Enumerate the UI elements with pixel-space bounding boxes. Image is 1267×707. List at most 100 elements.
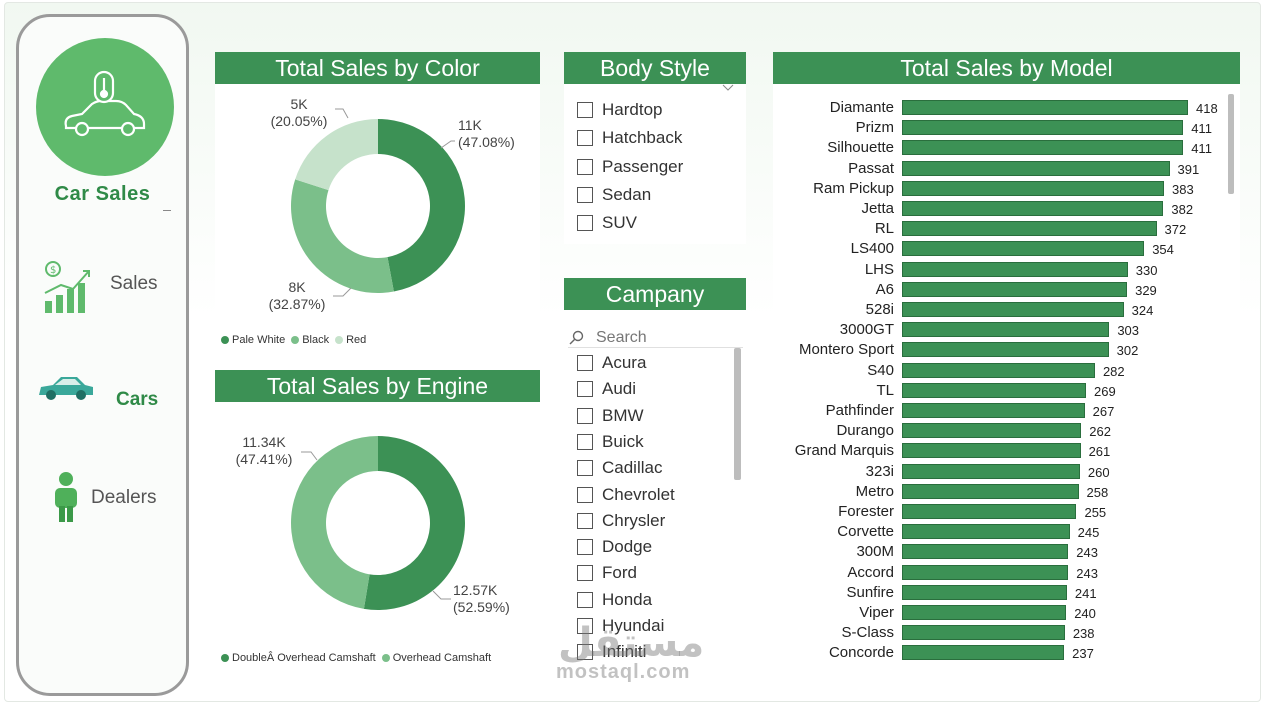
legend-item-dohc[interactable]: DoubleÂ Overhead Camshaft (221, 652, 376, 664)
bar-value-label: 329 (1135, 282, 1157, 298)
legend-item-pale-white[interactable]: Pale White (221, 334, 285, 346)
bar[interactable] (902, 504, 1077, 519)
bar[interactable] (902, 140, 1184, 156)
bar[interactable] (902, 261, 1128, 277)
checkbox[interactable] (577, 591, 593, 608)
checkbox[interactable] (577, 539, 593, 556)
engine-donut[interactable] (290, 435, 466, 611)
bar[interactable] (902, 382, 1087, 398)
donut-slice[interactable] (363, 436, 465, 610)
body-style-option[interactable]: Hatchback (577, 128, 682, 148)
company-option[interactable]: Honda (577, 590, 652, 610)
bar[interactable] (902, 463, 1080, 479)
legend-item-ohc[interactable]: Overhead Camshaft (381, 652, 491, 664)
company-option[interactable]: Acura (577, 353, 646, 373)
bar-value-label: 241 (1074, 585, 1097, 601)
legend-item-black[interactable]: Black (291, 334, 329, 346)
checkbox[interactable] (577, 102, 593, 118)
legend-label: Red (346, 334, 367, 346)
nav-item-sales[interactable]: $ Sales (19, 257, 186, 317)
bar-category-label: S-Class (841, 624, 894, 642)
bar[interactable] (902, 100, 1188, 115)
bar[interactable] (902, 342, 1109, 358)
donut-slice[interactable] (291, 436, 378, 609)
company-search[interactable]: Search (568, 328, 743, 348)
model-chart-scrollbar[interactable] (1228, 94, 1234, 194)
bar[interactable] (902, 201, 1164, 216)
company-option[interactable]: Infiniti (577, 642, 646, 662)
color-donut[interactable] (290, 118, 466, 294)
bar[interactable] (902, 584, 1067, 600)
company-option[interactable]: Audi (577, 379, 636, 399)
bar[interactable] (902, 281, 1128, 297)
company-option[interactable]: Ford (577, 563, 637, 583)
body-style-option[interactable]: Passenger (577, 157, 683, 177)
checkbox[interactable] (577, 460, 593, 477)
body-style-option[interactable]: SUV (577, 213, 637, 233)
checkbox[interactable] (577, 618, 593, 634)
chevron-down-icon[interactable] (722, 84, 734, 92)
bar[interactable] (902, 322, 1110, 338)
checkbox[interactable] (577, 355, 593, 371)
bar-value-label: 237 (1072, 646, 1094, 662)
option-label: Honda (602, 589, 653, 609)
donut-slice[interactable] (378, 119, 465, 292)
bar[interactable] (902, 302, 1124, 317)
company-option[interactable]: Cadillac (577, 458, 662, 478)
donut-slice[interactable] (295, 119, 378, 191)
bar[interactable] (902, 362, 1095, 378)
company-title: Campany (564, 278, 746, 310)
bar-category-label: Jetta (861, 200, 894, 217)
bar[interactable] (902, 221, 1157, 237)
checkbox[interactable] (577, 433, 593, 450)
bar[interactable] (902, 605, 1067, 620)
checkbox[interactable] (577, 565, 593, 582)
bar[interactable] (902, 564, 1069, 580)
bar[interactable] (902, 180, 1165, 196)
bar-value-label: 258 (1086, 484, 1109, 500)
bar[interactable] (902, 403, 1085, 418)
checkbox[interactable] (577, 407, 593, 424)
sidebar: Car Sales $ Sales Cars Dea (16, 14, 189, 696)
slice-value: 5K (290, 96, 308, 112)
checkbox[interactable] (577, 186, 593, 203)
watermark-latin: mostaql.com (556, 661, 691, 683)
bar[interactable] (902, 443, 1081, 459)
company-option[interactable]: Dodge (577, 537, 652, 557)
checkbox[interactable] (577, 644, 593, 661)
nav-item-dealers[interactable]: Dealers (19, 471, 186, 531)
checkbox[interactable] (577, 215, 593, 232)
bar[interactable] (902, 423, 1082, 439)
bar-category-label: Ram Pickup (813, 179, 894, 197)
legend-label: Pale White (232, 334, 286, 346)
bar[interactable] (902, 160, 1170, 176)
checkbox[interactable] (577, 130, 593, 147)
body-style-option[interactable]: Sedan (577, 185, 651, 205)
bar-category-label: Silhouette (827, 139, 894, 157)
company-option[interactable]: Chrysler (577, 511, 665, 531)
bar[interactable] (902, 120, 1184, 136)
donut-slice[interactable] (291, 179, 394, 293)
checkbox[interactable] (577, 381, 593, 398)
color-label-black: 8K (32.87%) (264, 279, 330, 313)
bar-value-label: 260 (1087, 464, 1110, 480)
company-option[interactable]: Hyundai (577, 616, 664, 636)
option-label: BMW (602, 405, 644, 425)
bar[interactable] (902, 524, 1070, 540)
checkbox[interactable] (577, 158, 593, 175)
bar[interactable] (902, 544, 1069, 560)
legend-item-red[interactable]: Red (335, 334, 366, 346)
company-option[interactable]: Buick (577, 432, 644, 452)
checkbox[interactable] (577, 512, 593, 529)
company-scrollbar[interactable] (734, 348, 741, 480)
bar-category-label: LS400 (850, 240, 894, 258)
nav-item-cars[interactable]: Cars (19, 369, 186, 429)
bar[interactable] (902, 645, 1065, 661)
bar[interactable] (902, 625, 1065, 641)
body-style-option[interactable]: Hardtop (577, 100, 662, 120)
company-option[interactable]: Chevrolet (577, 485, 675, 505)
checkbox[interactable] (577, 486, 593, 503)
bar[interactable] (902, 483, 1079, 499)
bar[interactable] (902, 241, 1145, 257)
company-option[interactable]: BMW (577, 406, 644, 426)
